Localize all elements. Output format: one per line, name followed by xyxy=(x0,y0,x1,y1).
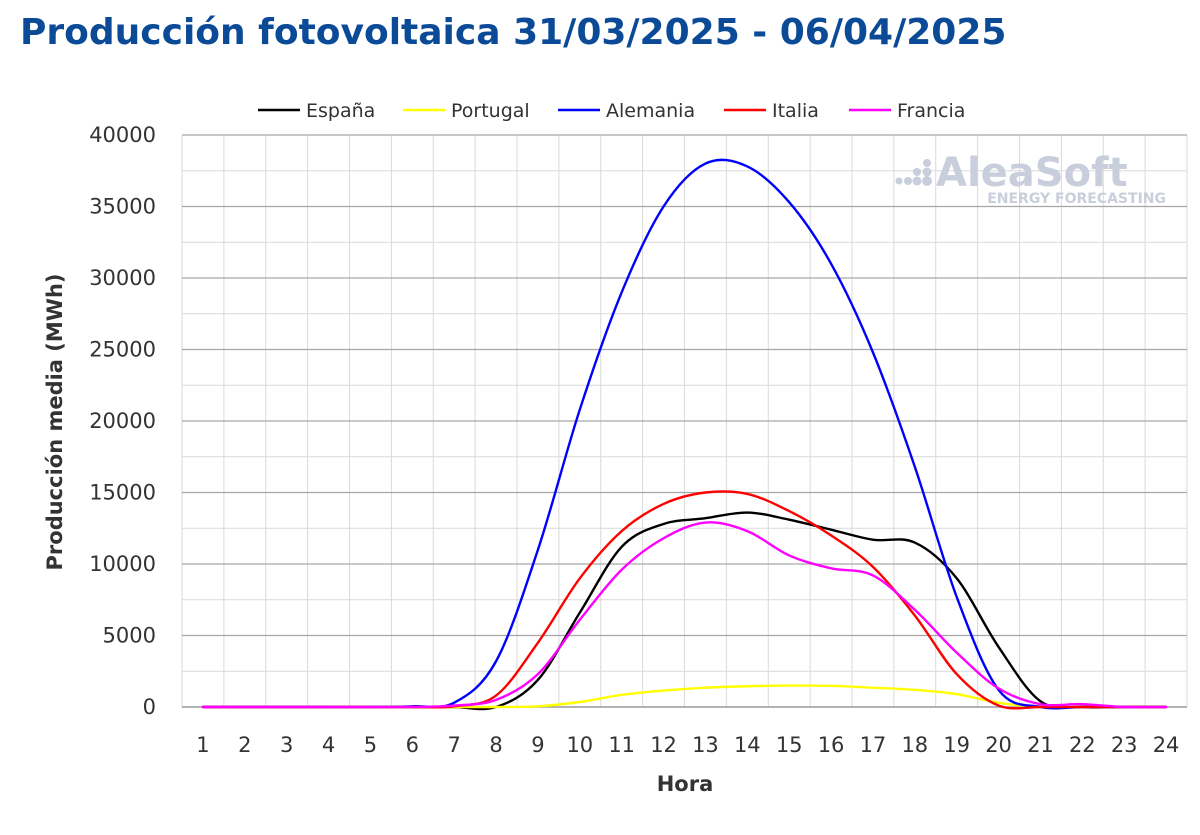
y-tick-label: 30000 xyxy=(89,266,156,290)
legend-item-alemania: Alemania xyxy=(558,100,695,122)
x-tick-label: 20 xyxy=(985,733,1012,757)
legend-item-portugal: Portugal xyxy=(403,100,530,122)
legend-item-francia: Francia xyxy=(849,100,965,122)
x-tick-label: 10 xyxy=(566,733,593,757)
series-line-francia xyxy=(201,521,1168,709)
x-tick-label: 9 xyxy=(531,733,544,757)
x-tick-label: 1 xyxy=(196,733,209,757)
x-tick-label: 22 xyxy=(1069,733,1096,757)
legend: España Portugal Alemania Italia Francia xyxy=(258,100,965,122)
x-tick-label: 8 xyxy=(489,733,502,757)
x-tick-label: 16 xyxy=(818,733,845,757)
y-tick-label: 5000 xyxy=(103,624,156,648)
x-tick-label: 6 xyxy=(406,733,419,757)
x-tick-label: 23 xyxy=(1111,733,1138,757)
x-tick-label: 18 xyxy=(901,733,928,757)
watermark-logo: AleaSoft ENERGY FORECASTING xyxy=(895,150,1166,207)
x-tick-label: 4 xyxy=(322,733,335,757)
legend-item-espana: España xyxy=(258,100,375,122)
x-tick-label: 3 xyxy=(280,733,293,757)
x-tick-label: 19 xyxy=(943,733,970,757)
x-tick-label: 13 xyxy=(692,733,719,757)
series-lines xyxy=(201,158,1168,711)
x-axis-label: Hora xyxy=(657,772,714,796)
x-tick-label: 11 xyxy=(608,733,635,757)
x-tick-label: 5 xyxy=(364,733,377,757)
y-axis-ticks: 0 5000 10000 15000 20000 25000 30000 35000 40000 xyxy=(89,123,156,719)
major-grid xyxy=(182,134,1187,708)
legend-label: España xyxy=(306,100,375,122)
y-tick-label: 15000 xyxy=(89,481,156,505)
y-axis-label: Producción media (MWh) xyxy=(43,274,67,571)
x-tick-label: 14 xyxy=(734,733,761,757)
y-tick-label: 35000 xyxy=(89,195,156,219)
legend-label: Portugal xyxy=(451,100,530,122)
x-axis-ticks: 1 2 3 4 5 6 7 8 9 10 11 12 13 14 15 16 17 18 19 20 21 22 23 24 xyxy=(196,733,1179,757)
watermark-name: AleaSoft xyxy=(936,150,1128,196)
watermark-tagline: ENERGY FORECASTING xyxy=(987,191,1166,207)
legend-label: Italia xyxy=(772,100,819,122)
legend-label: Alemania xyxy=(606,100,695,122)
x-tick-label: 24 xyxy=(1153,733,1180,757)
x-tick-label: 15 xyxy=(776,733,803,757)
x-tick-label: 12 xyxy=(650,733,677,757)
y-tick-label: 40000 xyxy=(89,123,156,147)
x-tick-label: 21 xyxy=(1027,733,1054,757)
y-tick-label: 20000 xyxy=(89,409,156,433)
y-tick-label: 10000 xyxy=(89,552,156,576)
legend-label: Francia xyxy=(897,100,965,122)
y-tick-label: 0 xyxy=(143,695,156,719)
x-tick-label: 17 xyxy=(860,733,887,757)
x-tick-label: 2 xyxy=(238,733,251,757)
legend-item-italia: Italia xyxy=(724,100,819,122)
x-tick-label: 7 xyxy=(448,733,461,757)
y-tick-label: 25000 xyxy=(89,338,156,362)
chart-title: Producción fotovoltaica 31/03/2025 - 06/… xyxy=(20,12,1007,53)
